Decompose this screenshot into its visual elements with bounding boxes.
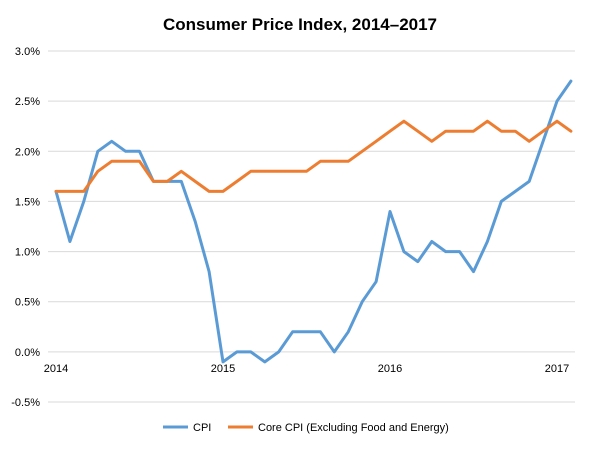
series-line-core-cpi — [54, 119, 573, 193]
y-tick-label: 2.0% — [15, 146, 40, 158]
y-tick-label: 0.5% — [15, 297, 40, 309]
chart-title: Consumer Price Index, 2014–2017 — [163, 15, 437, 34]
series-layer — [54, 79, 573, 364]
x-tick-label: 2014 — [44, 363, 68, 375]
y-tick-label: 1.0% — [15, 247, 40, 259]
legend-label-cpi: CPI — [193, 422, 211, 434]
y-tick-label: 1.5% — [15, 196, 40, 208]
y-tick-label: -0.5% — [11, 397, 40, 409]
x-axis-ticks: 2014 2015 2016 2017 — [44, 363, 569, 375]
legend-label-core-cpi: Core CPI (Excluding Food and Energy) — [258, 422, 449, 434]
x-tick-label: 2015 — [211, 363, 235, 375]
y-tick-label: 0.0% — [15, 347, 40, 359]
legend: CPI Core CPI (Excluding Food and Energy) — [163, 422, 449, 434]
grid-layer — [48, 50, 575, 403]
y-tick-label: 3.0% — [15, 46, 40, 58]
y-tick-label: 2.5% — [15, 96, 40, 108]
y-axis-ticks: 3.0% 2.5% 2.0% 1.5% 1.0% 0.5% 0.0% -0.5% — [11, 46, 40, 409]
series-line-cpi — [54, 79, 573, 364]
x-tick-label: 2016 — [378, 363, 402, 375]
x-tick-label: 2017 — [545, 363, 569, 375]
